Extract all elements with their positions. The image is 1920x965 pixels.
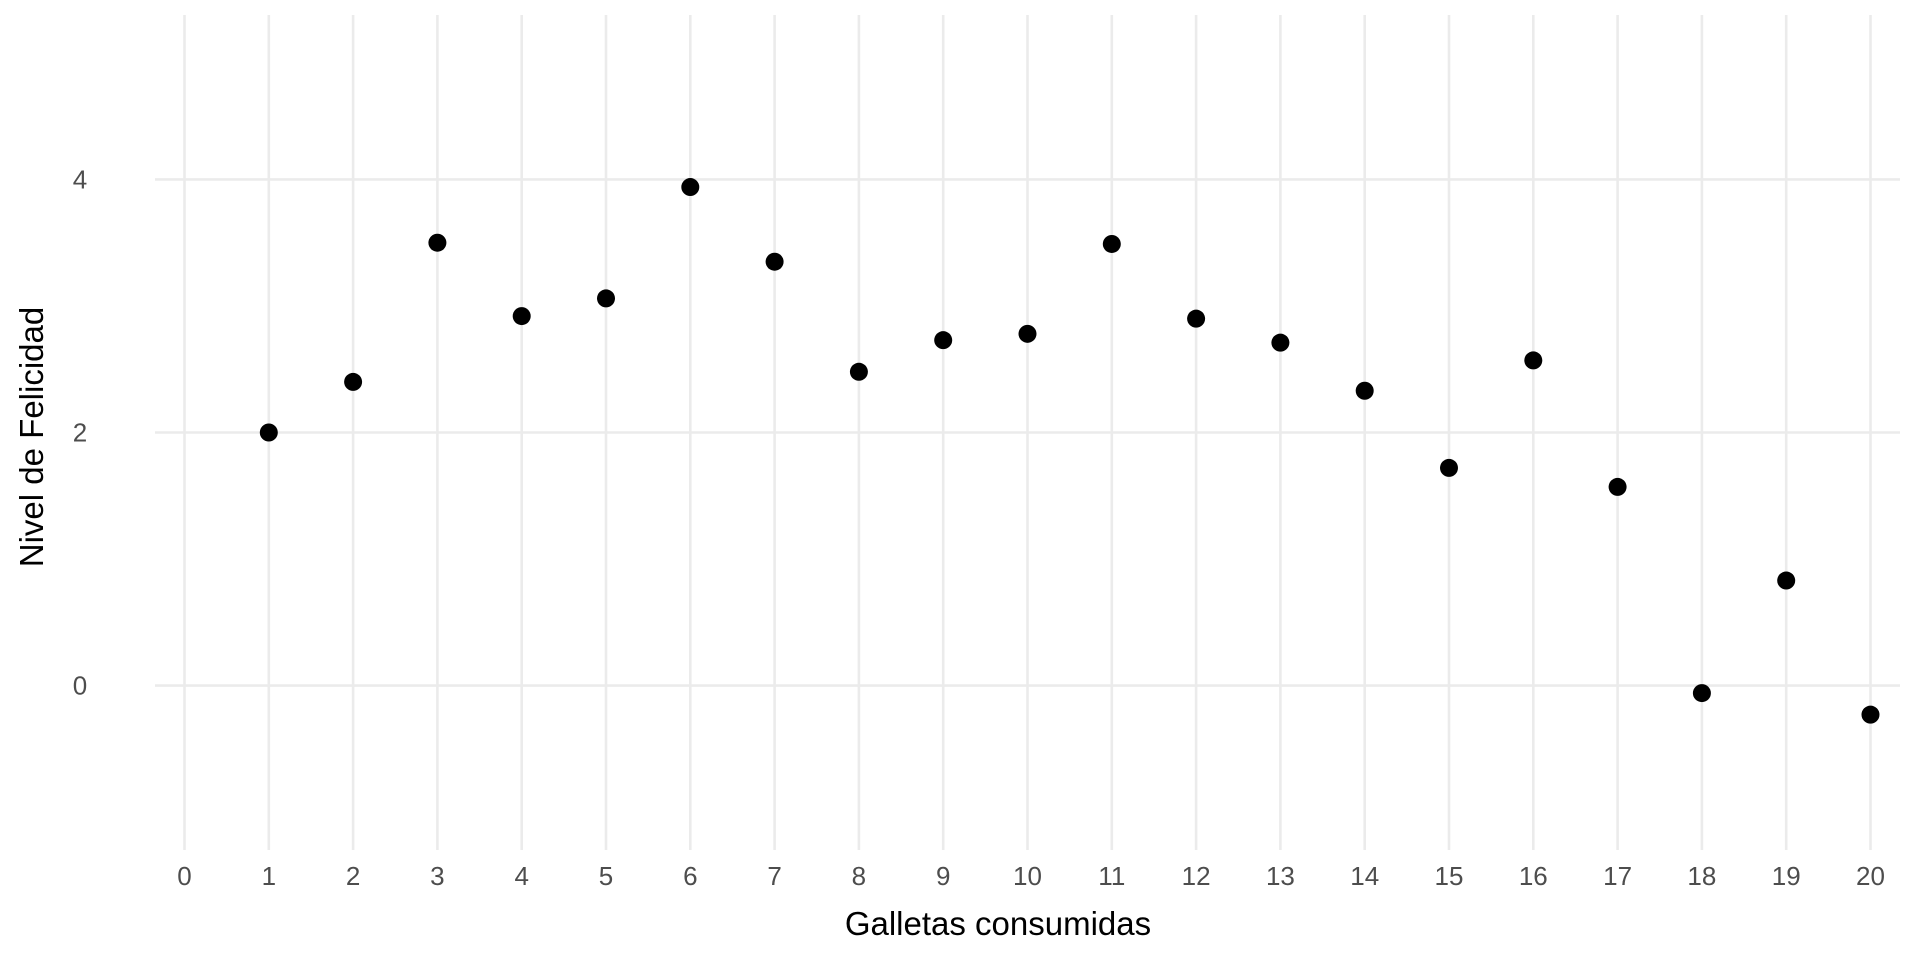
y-tick-label: 0 [73, 671, 87, 701]
data-point [934, 331, 953, 350]
x-tick-label: 1 [262, 861, 276, 891]
x-tick-label: 6 [683, 861, 697, 891]
x-tick-label: 10 [1013, 861, 1042, 891]
y-axis-tick-labels: 0 2 4 [73, 164, 87, 700]
x-tick-label: 19 [1772, 861, 1801, 891]
gridlines [155, 15, 1900, 850]
x-tick-label: 2 [346, 861, 360, 891]
x-tick-label: 13 [1266, 861, 1295, 891]
data-point [259, 423, 278, 442]
x-tick-label: 7 [767, 861, 781, 891]
data-point [1861, 705, 1880, 724]
data-point [1524, 351, 1543, 370]
data-point [344, 372, 363, 391]
data-point [512, 307, 531, 326]
y-axis-title: Nivel de Felicidad [13, 307, 50, 567]
x-tick-label: 20 [1856, 861, 1885, 891]
data-points [259, 178, 1880, 724]
x-tick-label: 4 [514, 861, 528, 891]
data-point [1608, 477, 1627, 496]
x-tick-label: 11 [1098, 861, 1125, 891]
x-tick-label: 8 [852, 861, 866, 891]
x-tick-label: 5 [599, 861, 613, 891]
x-tick-label: 12 [1182, 861, 1211, 891]
data-point [428, 233, 447, 252]
y-tick-label: 4 [73, 164, 87, 194]
data-point [1777, 571, 1796, 590]
data-point [1439, 458, 1458, 477]
data-point [1355, 381, 1374, 400]
x-tick-label: 16 [1519, 861, 1548, 891]
x-tick-label: 3 [430, 861, 444, 891]
x-tick-label: 0 [177, 861, 191, 891]
data-point [1692, 684, 1711, 703]
data-point [1271, 333, 1290, 352]
x-axis-title: Galletas consumidas [845, 905, 1151, 942]
data-point [597, 289, 616, 308]
x-axis-tick-labels: 0 1 2 3 4 5 6 7 8 9 10 11 12 13 14 15 16 17 18 19 20 [177, 861, 1885, 891]
y-tick-label: 2 [73, 418, 87, 448]
x-tick-label: 14 [1350, 861, 1379, 891]
data-point [765, 252, 784, 271]
data-point [1187, 309, 1206, 328]
x-tick-label: 18 [1687, 861, 1716, 891]
data-point [1102, 234, 1121, 253]
data-point [849, 362, 868, 381]
x-tick-label: 15 [1435, 861, 1464, 891]
data-point [1018, 324, 1037, 343]
x-tick-label: 17 [1603, 861, 1632, 891]
data-point [681, 178, 700, 197]
x-tick-label: 9 [936, 861, 950, 891]
